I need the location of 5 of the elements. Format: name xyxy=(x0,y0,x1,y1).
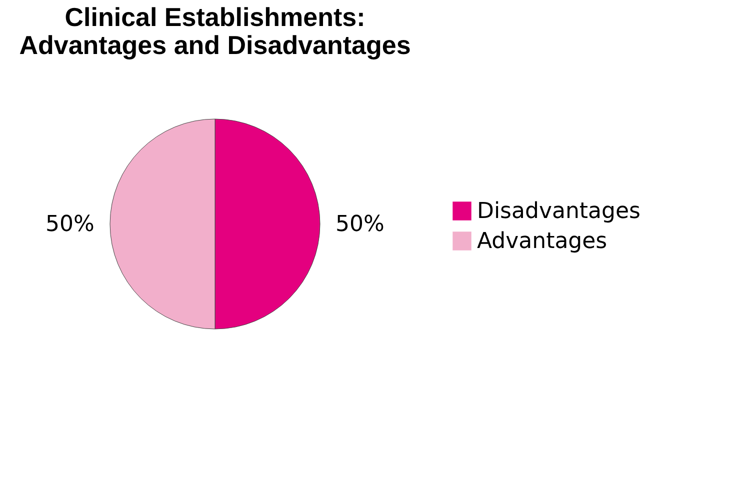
data-label: 50% xyxy=(336,212,384,237)
chart-title: Clinical Establishments: Advantages and Disadvantages xyxy=(19,2,411,60)
data-label: 50% xyxy=(46,212,94,237)
legend-label: Disadvantages xyxy=(477,199,640,224)
legend-label: Advantages xyxy=(477,229,608,254)
